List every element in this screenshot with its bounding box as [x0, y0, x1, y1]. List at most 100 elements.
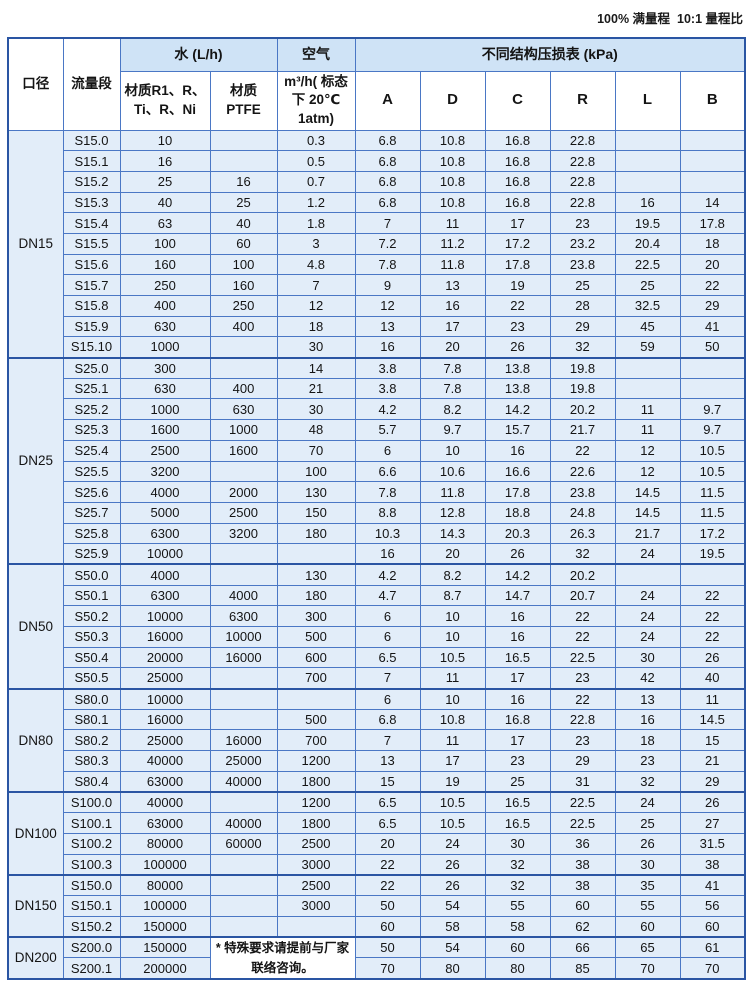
- cell-water-ptfe: 250: [209, 295, 278, 317]
- cell-water-ptfe: [209, 894, 278, 917]
- cell-air: 600: [276, 646, 356, 669]
- cell-loss-c: 23: [484, 750, 551, 772]
- cell-flow-segment: S25.9: [62, 543, 121, 565]
- cell-flow-segment: S50.3: [62, 626, 121, 648]
- cell-loss-l: 19.5: [614, 212, 681, 234]
- cell-loss-a: 6.8: [354, 129, 421, 152]
- table-row: S15.6 160 100 4.8 7.8 11.8 17.8 23.8 22.5 20: [8, 253, 746, 276]
- table-row: S80.2 25000 16000 700 7 11 17 23 18 15: [8, 729, 746, 752]
- flow-spec-table: 口径 流量段 水 (L/h) 空气 不同结构压损表 (kPa) 材质R1、R、T…: [7, 37, 747, 980]
- cell-air: 3000: [276, 894, 356, 917]
- cell-loss-r: 31: [549, 770, 616, 793]
- cell-loss-r: 85: [549, 957, 616, 980]
- cell-flow-segment: S80.0: [62, 687, 121, 710]
- special-request-note: * 特殊要求请提前与厂家联络咨询。: [209, 935, 356, 980]
- header-air-group: 空气: [276, 37, 356, 72]
- diameter-cell: DN80: [7, 687, 64, 793]
- cell-air: [276, 543, 356, 565]
- header-pressure-group: 不同结构压损表 (kPa): [354, 37, 746, 72]
- cell-loss-r: 22.8: [549, 708, 616, 731]
- cell-loss-l: 42: [614, 667, 681, 690]
- cell-flow-segment: S15.9: [62, 315, 121, 338]
- cell-air: 1.2: [276, 191, 356, 214]
- header-loss-l: L: [614, 70, 681, 131]
- header-material-ptfe: 材质 PTFE: [209, 70, 278, 131]
- cell-loss-c: 16: [484, 605, 551, 627]
- cell-loss-d: 10.8: [419, 191, 486, 214]
- cell-water-r1: 300: [119, 356, 211, 379]
- cell-loss-r: 20.2: [549, 563, 616, 586]
- table-row: S15.8 400 250 12 12 16 22 28 32.5 29: [8, 295, 746, 317]
- cell-loss-d: 11.8: [419, 253, 486, 276]
- table-row: S50.1 6300 4000 180 4.7 8.7 14.7 20.7 24 22: [8, 584, 746, 607]
- cell-flow-segment: S150.0: [62, 873, 121, 896]
- cell-water-r1: 25: [119, 170, 211, 193]
- cell-flow-segment: S50.5: [62, 667, 121, 690]
- cell-water-r1: 4000: [119, 563, 211, 586]
- cell-air: 70: [276, 439, 356, 462]
- table-row: S25.1 630 400 21 3.8 7.8 13.8 19.8: [8, 377, 746, 400]
- cell-loss-b: 26: [679, 646, 746, 669]
- cell-loss-b: 22: [679, 584, 746, 607]
- cell-water-r1: 630: [119, 315, 211, 338]
- cell-water-r1: 16000: [119, 626, 211, 648]
- cell-water-ptfe: 10000: [209, 626, 278, 648]
- cell-loss-r: 24.8: [549, 501, 616, 524]
- cell-water-r1: 40000: [119, 791, 211, 814]
- cell-loss-c: 18.8: [484, 501, 551, 524]
- cell-loss-c: 30: [484, 832, 551, 855]
- cell-loss-a: 70: [354, 957, 421, 980]
- cell-loss-d: 17: [419, 315, 486, 338]
- header-loss-r: R: [549, 70, 616, 131]
- cell-air: 48: [276, 419, 356, 441]
- cell-air: 30: [276, 398, 356, 421]
- cell-loss-a: 3.8: [354, 356, 421, 379]
- table-row: S15.3 40 25 1.2 6.8 10.8 16.8 22.8 16 14: [8, 191, 746, 214]
- cell-air: 12: [276, 295, 356, 317]
- cell-air: 500: [276, 626, 356, 648]
- cell-loss-d: 11: [419, 729, 486, 752]
- cell-loss-c: 17: [484, 212, 551, 234]
- cell-water-ptfe: 25000: [209, 750, 278, 772]
- cell-loss-r: 38: [549, 873, 616, 896]
- cell-loss-l: 20.4: [614, 232, 681, 255]
- cell-loss-r: 22.6: [549, 460, 616, 483]
- cell-air: 21: [276, 377, 356, 400]
- cell-loss-r: 60: [549, 894, 616, 917]
- cell-loss-d: 7.8: [419, 356, 486, 379]
- cell-loss-d: 11.8: [419, 481, 486, 503]
- cell-loss-a: 7.2: [354, 232, 421, 255]
- cell-loss-b: 18: [679, 232, 746, 255]
- cell-loss-b: 22: [679, 274, 746, 296]
- cell-air: [276, 915, 356, 938]
- diameter-cell: DN15: [7, 129, 64, 359]
- header-water-group: 水 (L/h): [119, 37, 278, 72]
- cell-loss-d: 8.2: [419, 563, 486, 586]
- cell-flow-segment: S15.0: [62, 129, 121, 152]
- cell-loss-b: 21: [679, 750, 746, 772]
- cell-loss-a: 12: [354, 295, 421, 317]
- cell-loss-c: 17.8: [484, 253, 551, 276]
- cell-loss-r: 22: [549, 687, 616, 710]
- cell-water-ptfe: 16000: [209, 729, 278, 752]
- header-diameter: 口径: [7, 37, 64, 131]
- cell-flow-segment: S80.3: [62, 750, 121, 772]
- cell-loss-a: 7: [354, 729, 421, 752]
- cell-water-r1: 16: [119, 150, 211, 172]
- cell-loss-l: 22.5: [614, 253, 681, 276]
- cell-loss-c: 20.3: [484, 522, 551, 545]
- cell-water-r1: 25000: [119, 667, 211, 690]
- cell-loss-c: 55: [484, 894, 551, 917]
- cell-water-r1: 150000: [119, 915, 211, 938]
- cell-loss-c: 17: [484, 667, 551, 690]
- cell-water-ptfe: 630: [209, 398, 278, 421]
- cell-loss-b: 26: [679, 791, 746, 814]
- cell-loss-d: 10: [419, 439, 486, 462]
- cell-water-ptfe: 40000: [209, 812, 278, 834]
- cell-water-ptfe: [209, 791, 278, 814]
- cell-flow-segment: S50.0: [62, 563, 121, 586]
- cell-loss-c: 32: [484, 853, 551, 876]
- cell-water-r1: 1000: [119, 336, 211, 359]
- cell-loss-r: 23: [549, 729, 616, 752]
- cell-flow-segment: S80.4: [62, 770, 121, 793]
